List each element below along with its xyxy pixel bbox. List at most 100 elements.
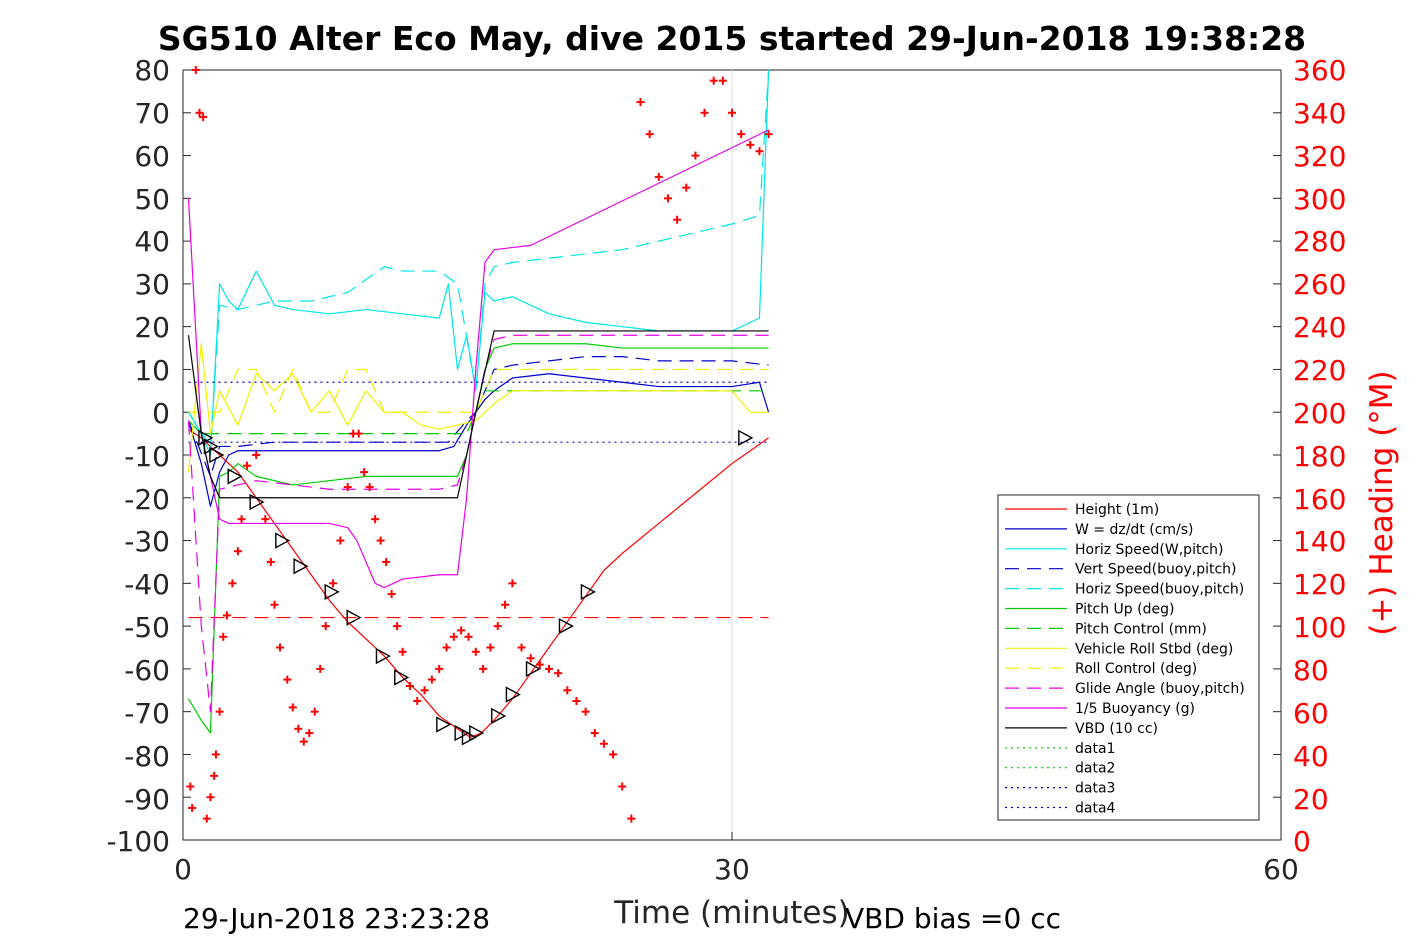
heading-marker (457, 626, 466, 635)
triangle-marker (469, 724, 485, 742)
heading-marker (535, 660, 544, 669)
heading-marker (435, 664, 444, 673)
heading-marker (764, 130, 773, 139)
y2-tick-label: 0 (1293, 825, 1311, 858)
heading-marker (371, 515, 380, 524)
triangle-marker (491, 707, 507, 725)
heading-marker (382, 557, 391, 566)
heading-marker (215, 707, 224, 716)
series-line-pitch-control-mm (188, 390, 769, 435)
legend-label: data3 (1075, 781, 1115, 797)
heading-marker (310, 707, 319, 716)
right-y-tick-labels: 360 340 320 300 280 260 240 220 200 180 … (1293, 54, 1346, 858)
triangle-marker (436, 716, 452, 733)
heading-marker (321, 622, 330, 631)
heading-marker (636, 98, 645, 107)
heading-marker (202, 814, 211, 823)
series-line-1-5-buoyancy-g (187, 129, 769, 589)
y-tick-label: 40 (134, 225, 170, 258)
heading-marker (755, 147, 764, 156)
heading-marker (545, 664, 553, 673)
heading-marker (233, 547, 242, 556)
legend-label: Pitch Up (deg) (1075, 602, 1174, 618)
heading-marker (376, 536, 385, 545)
heading-marker (211, 750, 220, 759)
legend-label: Horiz Speed(W,pitch) (1075, 542, 1223, 558)
y-tick-label: -30 (124, 525, 170, 558)
triangle-marker (324, 583, 340, 601)
triangle-marker (454, 724, 470, 742)
triangle-marker (375, 647, 391, 665)
triangle-marker (525, 660, 542, 678)
y-tick-label: 0 (152, 397, 170, 430)
heading-marker (228, 579, 237, 588)
heading-marker (486, 643, 495, 652)
heading-marker (329, 579, 338, 588)
triangle-marker (198, 429, 214, 447)
heading-marker (420, 686, 429, 695)
legend-label: Glide Angle (buoy,pitch) (1075, 681, 1245, 697)
heading-marker (746, 140, 755, 149)
y2-tick-label: 20 (1293, 783, 1329, 816)
heading-marker (305, 729, 314, 738)
y-tick-label: 60 (134, 140, 170, 173)
heading-marker (581, 707, 590, 716)
heading-marker (449, 632, 458, 641)
legend-label: data2 (1075, 761, 1115, 777)
y2-tick-label: 180 (1293, 440, 1346, 473)
x-gridlines (182, 69, 1282, 841)
heading-marker (554, 669, 563, 678)
triangle-marker (275, 532, 291, 549)
y-tick-label: -100 (106, 825, 170, 858)
triangle-marker (346, 609, 362, 626)
heading-marker (294, 724, 303, 733)
series-line-glide-angle-buoy-pitch (187, 334, 769, 713)
triangle-marker (249, 493, 265, 511)
heading-marker (479, 664, 488, 673)
legend-label: Height (1m) (1075, 502, 1159, 518)
heading-marker (299, 737, 308, 746)
footer-timestamp: 29-Jun-2018 23:23:28 (183, 902, 490, 935)
triangle-marker (293, 558, 309, 575)
x-tick-labels: 0 30 60 (174, 853, 1299, 886)
y-tick-label: 30 (134, 268, 170, 301)
legend-label: Vehicle Roll Stbd (deg) (1075, 641, 1233, 657)
heading-marker (442, 643, 451, 652)
y2-tick-label: 200 (1293, 397, 1346, 430)
legend-label: Horiz Speed(buoy,pitch) (1075, 582, 1244, 598)
triangle-marker (209, 446, 225, 464)
heading-marker (405, 682, 414, 690)
y-tick-label: -80 (124, 740, 170, 773)
heading-marker (464, 632, 473, 641)
heading-marker (517, 643, 526, 652)
series-line-horiz-speed-buoy-pitch (187, 69, 770, 448)
legend-label: Vert Speed(buoy,pitch) (1075, 562, 1237, 578)
heading-marker (413, 696, 422, 705)
heading-marker (599, 739, 608, 748)
y-tick-label: -20 (124, 483, 170, 516)
heading-marker (237, 515, 246, 524)
legend-label: Pitch Control (mm) (1075, 621, 1207, 637)
heading-marker (526, 654, 535, 663)
y-tick-label: 70 (134, 97, 170, 130)
series-line-vert-speed-buoy-pitch (187, 356, 769, 477)
y-tick-label: 80 (134, 54, 170, 87)
heading-marker (645, 130, 654, 139)
x-tick-label: 0 (174, 853, 192, 886)
y-tick-label: -40 (124, 568, 170, 601)
heading-marker (427, 675, 436, 684)
y-tick-label: 20 (134, 311, 170, 344)
legend: Height (1m) W = dz/dt (cm/s) Horiz Speed(W… (997, 494, 1260, 821)
y2-tick-label: 320 (1293, 140, 1346, 173)
y-tick-label: -60 (124, 654, 170, 687)
heading-marker (275, 643, 284, 652)
heading-marker (627, 814, 636, 823)
legend-label: 1/5 Buoyancy (g) (1075, 701, 1195, 717)
x-tick-label: 30 (714, 853, 750, 886)
triangle-marker (394, 669, 410, 686)
y-tick-label: 10 (134, 354, 170, 387)
triangle-marker (580, 583, 596, 601)
y2-tick-label: 240 (1293, 311, 1346, 344)
y2-tick-label: 40 (1293, 740, 1329, 773)
